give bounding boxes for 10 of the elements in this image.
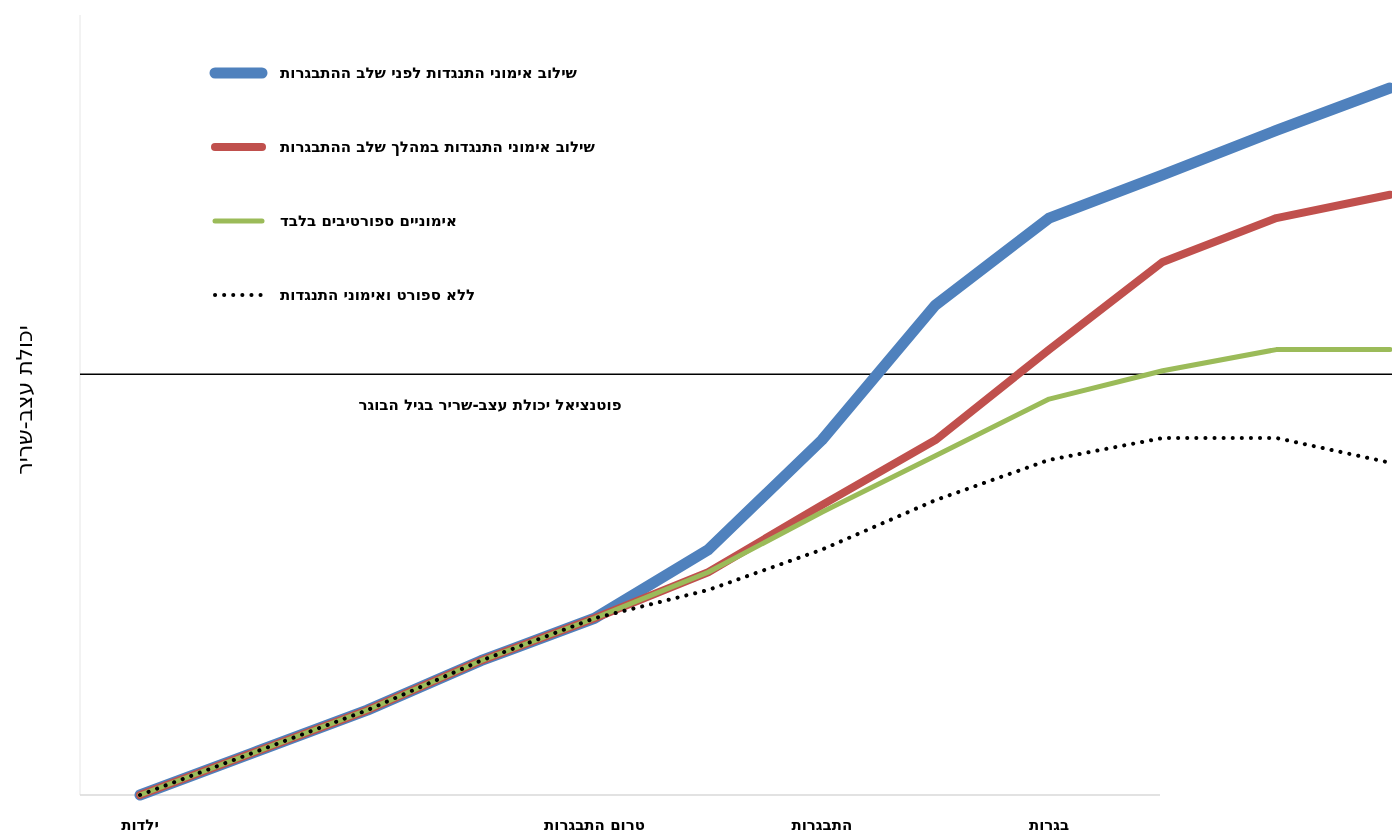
legend-label: אימוניים ספורטיבים בלבד [280,212,457,230]
x-tick-label: התבגרות [791,816,853,834]
y-axis-title: יכולת עצב-שריר [12,325,37,475]
x-tick-label: טרום התבגרות [544,816,645,834]
legend-label: ללא ספורט ואימוני התנגדות [280,286,476,304]
legend-label: שילוב אימוני התנגדות לפני שלב ההתבגרות [280,64,578,82]
x-tick-label: ילדות [121,816,159,834]
x-tick-label: בגרות [1028,816,1070,834]
ref-line-label: פוטנציאל יכולת עצב-שריר בגיל הבוגר [358,396,622,415]
legend-label: שילוב אימוני התנגדות במהלך שלב ההתבגרות [280,138,596,156]
